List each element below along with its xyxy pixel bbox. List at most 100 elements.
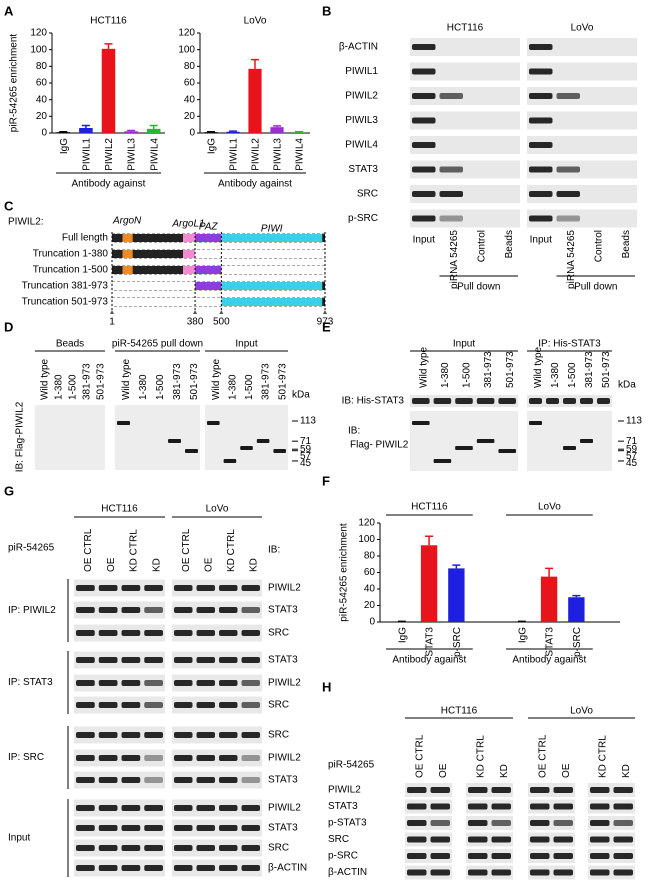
band [491, 836, 511, 843]
domain [132, 250, 183, 258]
error-bar [273, 125, 281, 128]
blot-strip [405, 849, 452, 863]
position-arrow [219, 310, 224, 314]
band [144, 845, 163, 851]
bar [146, 128, 161, 133]
band [241, 825, 260, 831]
blot-strip [528, 865, 575, 880]
lane-label: KD [248, 558, 259, 572]
cell-line: HCT116 [101, 504, 138, 515]
band [613, 853, 633, 859]
band [529, 117, 553, 124]
band [121, 865, 141, 871]
blot-strip [172, 601, 262, 619]
unit-label: kDa [292, 390, 310, 401]
band [241, 845, 260, 851]
y-tick-label: 80 [184, 61, 196, 72]
x-tick-label: PIWIL2 [251, 138, 262, 171]
band [219, 865, 238, 871]
x-tick-label: PIWIL4 [149, 138, 160, 171]
lane-label: KD [499, 764, 510, 778]
bar [101, 48, 116, 134]
band [241, 657, 260, 663]
band [196, 865, 215, 871]
domain [122, 234, 133, 242]
band [196, 845, 215, 851]
band [491, 787, 511, 793]
blot-strip [588, 816, 635, 830]
cell-line: HCT116 [447, 23, 484, 34]
y-tick-label: 60 [184, 78, 196, 89]
domain [132, 266, 183, 274]
blot-strip [528, 783, 575, 797]
y-tick-label: 120 [358, 518, 375, 529]
group-title: LoVo [538, 502, 561, 513]
error-bar [81, 124, 90, 128]
marker-label: 59 [300, 444, 312, 455]
band [530, 853, 550, 859]
band [185, 449, 198, 453]
lane-label: 381-973 [261, 363, 272, 400]
row-label: β-ACTIN [339, 42, 378, 53]
band [219, 825, 238, 831]
lane-label: Wild type [418, 346, 429, 388]
blot-strip [528, 816, 575, 830]
band [174, 755, 193, 761]
band [174, 680, 193, 686]
row-label: SRC [328, 834, 349, 845]
chart-title: HCT116 [90, 16, 127, 27]
band [144, 805, 163, 811]
band [553, 820, 573, 826]
band [491, 803, 511, 810]
band [98, 657, 118, 663]
band [168, 439, 181, 443]
chart-title: LoVo [244, 16, 267, 27]
band [121, 845, 141, 851]
row-label: p-SRC [328, 851, 358, 862]
y-tick-label: 40 [364, 584, 376, 595]
blot-strip [466, 816, 513, 830]
bar [204, 132, 218, 133]
ip-label: IP: STAT3 [8, 677, 53, 688]
band [433, 398, 452, 404]
blot [527, 411, 612, 471]
domain [221, 282, 323, 290]
domain [322, 298, 325, 306]
marker-label: 57 [300, 451, 312, 462]
lane-label: 1-500 [567, 362, 578, 388]
blot-strip [172, 579, 262, 597]
row-label: SRC [268, 700, 289, 711]
band [580, 398, 593, 404]
band [439, 166, 463, 173]
band [174, 702, 193, 708]
band [439, 93, 463, 99]
band [412, 44, 436, 50]
band [530, 869, 550, 876]
domain [221, 298, 323, 306]
lane-label: KD CTRL [597, 735, 608, 778]
lane-label: 1-500 [244, 374, 255, 400]
band [530, 836, 550, 843]
x-tick-label: PIWIL3 [127, 138, 138, 171]
band [412, 191, 436, 197]
band [468, 853, 488, 859]
bar [79, 128, 93, 133]
x-tick-label: IgG [397, 627, 408, 643]
bar [448, 568, 465, 622]
blot-strip [74, 651, 165, 669]
row-label: PIWIL2 [268, 803, 301, 814]
band [553, 803, 573, 810]
band [174, 777, 193, 783]
row-label: PIWIL2 [328, 785, 361, 796]
band [241, 630, 260, 636]
band [196, 732, 215, 738]
blot-strip [588, 849, 635, 863]
blot-strip [410, 87, 520, 105]
band [174, 630, 193, 636]
band [241, 585, 260, 591]
band [468, 787, 488, 793]
band [76, 865, 95, 871]
error-bar [251, 58, 259, 69]
band [196, 630, 215, 636]
